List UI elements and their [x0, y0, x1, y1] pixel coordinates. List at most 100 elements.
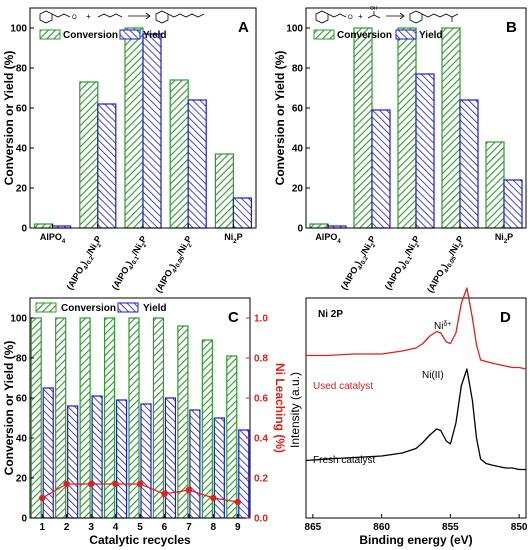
panel-c-leaching-point-1 — [39, 494, 46, 502]
panel-a-reaction-scheme: O + — [39, 10, 205, 24]
panel-d-x-tick-label-2: 855 — [442, 522, 459, 533]
panel-b-y-tick-label-5: 100 — [286, 24, 303, 35]
panel-c-bars — [30, 317, 250, 519]
panel-c-leaching-point-9 — [234, 498, 241, 506]
panel-d-curve-used — [306, 287, 527, 370]
panel-d-annotation-nidelta: Niδ+ — [434, 321, 451, 333]
panel-b-bar-conversion-1 — [309, 223, 329, 229]
panel-a-x-tick-label-3: (AlPO4)0.1/Ni2P — [110, 234, 152, 293]
panel-d-label-fresh: Fresh catalyst — [313, 455, 375, 466]
panel-c-bar-conversion-1 — [30, 317, 42, 519]
panel-c-bar-conversion-8 — [201, 339, 213, 519]
panel-b-bar-yield-3 — [415, 73, 435, 229]
panel-a-y-tick-label-3: 60 — [16, 104, 28, 115]
panel-d-label-used: Used catalyst — [313, 381, 373, 392]
panel-c-y2-ticks: 0.0 0.2 0.4 0.6 0.8 1.0 — [246, 314, 268, 525]
panel-c-bar-yield-5 — [140, 403, 152, 519]
panel-c-y2-label: Ni Leaching (%) — [273, 363, 287, 453]
panel-b-reaction-scheme: O + OH — [315, 6, 459, 24]
panel-c-x-tick-label-9: 9 — [235, 522, 241, 533]
panel-a-x-ticks: AlPO4(AlPO4)0.2/Ni2P(AlPO4)0.1/Ni2P(AlPO… — [40, 224, 243, 296]
panel-a-y-tick-label-1: 20 — [16, 184, 28, 195]
panel-c-bar-yield-9 — [238, 429, 250, 519]
panel-c-bar-yield-4 — [115, 399, 128, 519]
panel-b-y-label: Conversion or Yield (%) — [273, 51, 287, 186]
panel-b-x-tick-label-1: AlPO4 — [315, 232, 341, 245]
panel-a-bars — [33, 27, 252, 229]
panel-c-y-label: Conversion or Yield (%) — [2, 341, 16, 476]
panel-b-legend: Conversion Yield — [313, 29, 443, 41]
panel-b-x-tick-label-2: (AlPO4)0.2/Ni2P — [339, 234, 381, 293]
panel-b-bar-conversion-3 — [397, 27, 417, 229]
panel-a-y-tick-label-2: 40 — [16, 144, 28, 155]
panel-c-y-ticks: 0 20 40 60 80 100 — [10, 314, 34, 525]
panel-c-y-tick-label-4: 80 — [16, 354, 28, 365]
panel-b-bar-conversion-4 — [441, 27, 461, 229]
panel-b-y-tick-label-0: 0 — [297, 224, 303, 235]
panel-c-bar-conversion-4 — [103, 317, 116, 519]
panel-c-x-ticks: 1 2 3 4 5 6 7 8 9 — [39, 514, 241, 533]
svg-text:+: + — [86, 12, 91, 21]
panel-c-bar-conversion-6 — [152, 317, 165, 519]
panel-c-bar-yield-8 — [213, 417, 225, 519]
panel-b-x-tick-label-4: (AlPO4)0.05/Ni2P — [425, 234, 468, 296]
panel-c-y2-tick-label-4: 0.8 — [254, 354, 268, 365]
panel-c-bar-conversion-5 — [128, 317, 140, 519]
panel-c-y2-tick-label-2: 0.4 — [254, 434, 268, 445]
panel-b-x-tick-label-5: Ni2P — [495, 232, 513, 245]
svg-text:O: O — [348, 15, 353, 21]
panel-c-x-tick-label-4: 4 — [113, 522, 119, 533]
panel-a-bar-conversion-1 — [33, 223, 54, 229]
panel-c-y-tick-label-0: 0 — [21, 514, 27, 525]
panel-b-x-ticks: AlPO4(AlPO4)0.2/Ni2P(AlPO4)0.1/Ni2P(AlPO… — [315, 224, 513, 296]
panel-a-legend: Conversion Yield — [39, 29, 167, 41]
panel-b-y-ticks: 0 20 40 60 80 100 — [286, 24, 310, 235]
panel-b-bar-conversion-5 — [485, 141, 505, 229]
panel-a-bar-conversion-2 — [79, 81, 99, 229]
panel-a-y-tick-label-4: 80 — [16, 64, 28, 75]
panel-c-bar-conversion-3 — [79, 317, 91, 519]
panel-a-x-tick-label-4: (AlPO4)0.05/Ni2P — [153, 234, 196, 296]
panel-a-legend-conversion: Conversion — [63, 30, 118, 41]
panel-b-y-tick-label-4: 80 — [292, 64, 304, 75]
panel-c-leaching-point-8 — [210, 494, 217, 502]
panel-c-x-tick-label-2: 2 — [64, 522, 70, 533]
panel-c-x-tick-label-7: 7 — [186, 522, 192, 533]
panel-a-x-tick-label-1: AlPO4 — [40, 232, 66, 245]
panel-c-bar-conversion-9 — [226, 355, 238, 519]
panel-d-plot-frame — [305, 297, 527, 519]
panel-c-leaching-point-2 — [63, 480, 70, 488]
panel-a-y-ticks: 0 20 40 60 80 100 — [10, 24, 34, 235]
panel-c-legend-yield: Yield — [143, 303, 167, 314]
panel-c-leaching-point-5 — [136, 480, 144, 488]
panel-c-bar-yield-7 — [189, 409, 201, 519]
panel-d-curve-fresh — [305, 368, 526, 471]
panel-c-leaching-point-7 — [185, 486, 193, 494]
panel-c: 0 20 40 60 80 100 0.0 0.2 0.4 0.6 0.8 1.0 1 2 3 4 5 6 7 8… — [2, 297, 287, 547]
panel-c-leaching-line — [39, 480, 241, 506]
panel-d-y-label: Intensity (a.u.) — [288, 372, 302, 448]
panel-c-leaching-point-4 — [112, 480, 119, 488]
panel-a-y-label: Conversion or Yield (%) — [2, 51, 16, 186]
panel-c-y2-tick-label-1: 0.2 — [254, 474, 268, 485]
panel-b-y-tick-label-3: 60 — [292, 104, 304, 115]
panel-b-y-tick-label-2: 40 — [292, 144, 304, 155]
panel-c-leaching-point-6 — [161, 490, 168, 498]
panel-a-legend-yield: Yield — [143, 30, 167, 41]
panel-c-leaching-point-3 — [87, 480, 95, 488]
panel-c-x-tick-label-5: 5 — [137, 522, 143, 533]
panel-b-letter: B — [506, 19, 517, 36]
panel-a-bar-yield-3 — [142, 33, 162, 229]
panel-a-y-tick-label-5: 100 — [10, 24, 27, 35]
panel-c-x-tick-label-1: 1 — [39, 522, 45, 533]
panel-d: 865 860 855 850 D Ni 2P Ni(II) Niδ+ Used ca… — [288, 287, 528, 547]
panel-c-bar-yield-6 — [164, 397, 177, 519]
panel-c-legend: Conversion Yield — [35, 302, 167, 314]
svg-text:OH: OH — [370, 6, 378, 12]
panel-b-bar-yield-4 — [459, 99, 479, 229]
panel-c-bar-yield-2 — [67, 405, 79, 519]
panel-c-bar-yield-3 — [91, 395, 103, 519]
